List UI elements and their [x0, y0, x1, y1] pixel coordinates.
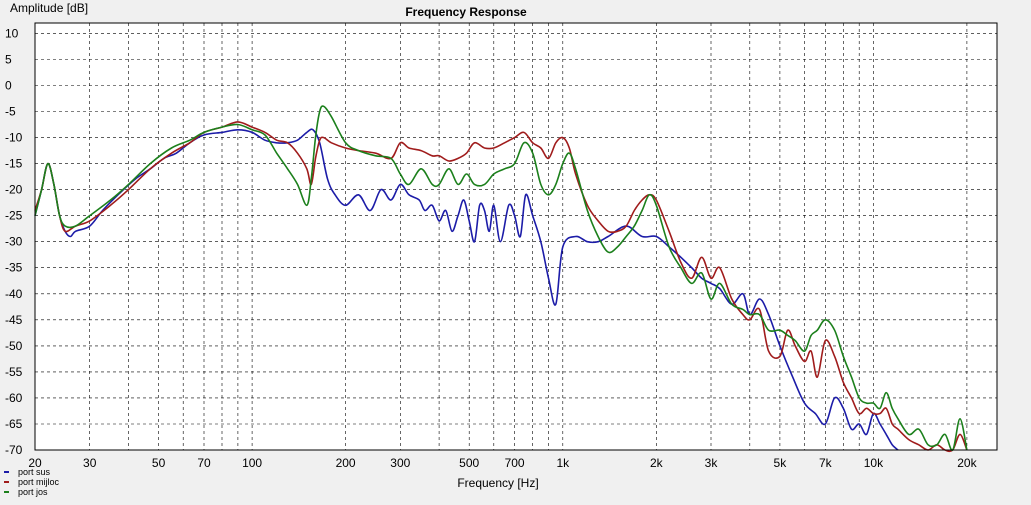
y-tick-label: -15: [5, 157, 23, 171]
x-tick-label: 700: [505, 456, 525, 470]
y-tick-label: -10: [5, 131, 23, 145]
y-axis-title: Amplitude [dB]: [10, 1, 88, 15]
x-tick-label: 5k: [774, 456, 788, 470]
x-tick-label: 20k: [957, 456, 977, 470]
plot-area: [35, 23, 997, 450]
y-tick-label: -65: [5, 417, 23, 431]
legend-entry: port mijloc: [18, 477, 60, 487]
x-tick-label: 100: [242, 456, 262, 470]
y-tick-label: -45: [5, 313, 23, 327]
plot-frame: [34, 22, 998, 451]
x-tick-label: 3k: [705, 456, 719, 470]
x-tick-label: 30: [83, 456, 97, 470]
y-tick-label: -55: [5, 365, 23, 379]
x-tick-label: 500: [459, 456, 479, 470]
y-tick-label: -20: [5, 183, 23, 197]
y-tick-label: -30: [5, 235, 23, 249]
series-line-2: [34, 121, 968, 453]
x-tick-label: 20: [28, 456, 42, 470]
x-axis-title: Frequency [Hz]: [457, 476, 538, 490]
x-tick-label: 10k: [864, 456, 884, 470]
y-tick-label: -5: [5, 105, 16, 119]
x-tick-labels: 20 30 50 70 100 200 300 500 700 1k 2k 3k 5k 7k 10k 20k: [28, 456, 977, 470]
y-tick-label: -50: [5, 339, 23, 353]
y-tick-label: 10: [5, 26, 19, 40]
y-tick-label: 5: [5, 53, 12, 67]
y-tick-label: -40: [5, 287, 23, 301]
y-tick-label: -25: [5, 209, 23, 223]
y-tick-labels: 10 5 0 -5 -10 -15 -20 -25 -30 -35 -40 -45 -50 -55 -60 -…: [5, 26, 23, 457]
x-tick-label: 2k: [650, 456, 664, 470]
legend-entry: port jos: [18, 487, 48, 497]
y-tick-label: 0: [5, 79, 12, 93]
legend-entry: port sus: [18, 467, 51, 477]
y-tick-label: -35: [5, 261, 23, 275]
y-tick-label: -60: [5, 391, 23, 405]
x-tick-label: 300: [390, 456, 410, 470]
y-tick-label: -70: [5, 443, 23, 457]
series-lines: [34, 105, 968, 453]
series-line-3: [34, 105, 968, 451]
x-tick-label: 200: [336, 456, 356, 470]
x-tick-label: 70: [197, 456, 211, 470]
x-tick-label: 50: [152, 456, 166, 470]
x-tick-label: 1k: [556, 456, 570, 470]
x-tick-label: 7k: [819, 456, 833, 470]
chart-title: Frequency Response: [405, 5, 527, 19]
